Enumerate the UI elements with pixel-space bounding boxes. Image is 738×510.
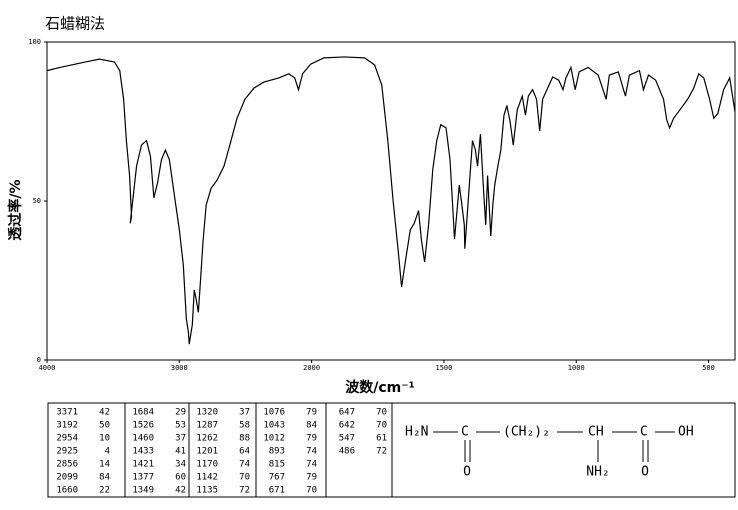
peak-wavenumber: 1377: [132, 473, 154, 483]
peak-transmittance: 22: [99, 486, 110, 496]
peak-wavenumber: 1349: [132, 486, 154, 496]
x-tick-label: 3000: [171, 364, 188, 372]
peak-wavenumber: 1012: [263, 434, 285, 444]
peak-wavenumber: 1076: [263, 408, 285, 418]
peak-wavenumber: 647: [339, 408, 355, 418]
peak-transmittance: 4: [105, 447, 110, 457]
peak-transmittance: 70: [239, 473, 250, 483]
y-tick-label: 0: [37, 356, 41, 364]
peak-wavenumber: 2099: [56, 473, 78, 483]
peak-transmittance: 42: [99, 408, 110, 418]
peak-wavenumber: 1526: [132, 421, 154, 431]
peak-wavenumber: 2925: [56, 447, 78, 457]
x-axis-label: 波数/cm⁻¹: [345, 379, 415, 396]
peak-transmittance: 10: [99, 434, 110, 444]
peak-transmittance: 84: [99, 473, 110, 483]
peak-transmittance: 84: [306, 421, 317, 431]
peak-transmittance: 50: [99, 421, 110, 431]
structure-label: CH: [588, 425, 604, 440]
peak-wavenumber: 1460: [132, 434, 154, 444]
peak-transmittance: 37: [175, 434, 186, 444]
peak-transmittance: 72: [376, 447, 387, 457]
peak-wavenumber: 1262: [196, 434, 218, 444]
chart-title: 石蜡糊法: [45, 15, 105, 33]
peak-wavenumber: 2856: [56, 460, 78, 470]
peak-transmittance: 70: [306, 486, 317, 496]
peak-transmittance: 37: [239, 408, 250, 418]
peak-transmittance: 72: [239, 486, 250, 496]
peak-wavenumber: 893: [269, 447, 285, 457]
peak-transmittance: 53: [175, 421, 186, 431]
plot-frame: [46, 41, 736, 361]
peak-wavenumber: 1170: [196, 460, 218, 470]
peak-wavenumber: 767: [269, 473, 285, 483]
x-tick-label: 1500: [435, 364, 452, 372]
peak-transmittance: 60: [175, 473, 186, 483]
x-tick-label: 2000: [303, 364, 320, 372]
peak-transmittance: 74: [306, 447, 317, 457]
peak-wavenumber: 1320: [196, 408, 218, 418]
peak-wavenumber: 547: [339, 434, 355, 444]
spectrum-line: [46, 56, 736, 345]
peak-wavenumber: 1043: [263, 421, 285, 431]
y-tick-label: 50: [33, 197, 41, 205]
peak-wavenumber: 815: [269, 460, 285, 470]
peak-transmittance: 74: [306, 460, 317, 470]
peak-transmittance: 41: [175, 447, 186, 457]
peak-transmittance: 79: [306, 473, 317, 483]
structure-label: OH: [678, 425, 694, 440]
peak-transmittance: 29: [175, 408, 186, 418]
peak-wavenumber: 642: [339, 421, 355, 431]
peak-transmittance: 88: [239, 434, 250, 444]
peak-wavenumber: 1201: [196, 447, 218, 457]
peak-wavenumber: 1142: [196, 473, 218, 483]
peak-transmittance: 61: [376, 434, 387, 444]
peak-transmittance: 34: [175, 460, 186, 470]
peak-transmittance: 79: [306, 408, 317, 418]
peak-transmittance: 14: [99, 460, 110, 470]
structure-label: C: [461, 425, 469, 440]
peak-wavenumber: 671: [269, 486, 285, 496]
structure-label: O: [641, 465, 649, 480]
y-tick-label: 100: [28, 38, 41, 46]
peak-transmittance: 70: [376, 421, 387, 431]
structure-label: O: [463, 465, 471, 480]
peak-wavenumber: 1421: [132, 460, 154, 470]
peak-transmittance: 70: [376, 408, 387, 418]
x-tick-label: 4000: [39, 364, 56, 372]
structure: [433, 431, 675, 462]
peak-wavenumber: 1684: [132, 408, 154, 418]
peak-transmittance: 79: [306, 434, 317, 444]
structure-label: C: [640, 425, 648, 440]
structure-label: (CH₂)₂: [503, 425, 550, 440]
peak-wavenumber: 486: [339, 447, 355, 457]
peak-transmittance: 58: [239, 421, 250, 431]
peak-wavenumber: 2954: [56, 434, 78, 444]
peak-wavenumber: 3371: [56, 408, 78, 418]
peak-wavenumber: 1287: [196, 421, 218, 431]
peak-transmittance: 64: [239, 447, 250, 457]
peak-wavenumber: 1433: [132, 447, 154, 457]
peak-transmittance: 42: [175, 486, 186, 496]
y-axis-label: 透过率/%: [7, 179, 24, 240]
peak-wavenumber: 1660: [56, 486, 78, 496]
peak-wavenumber: 3192: [56, 421, 78, 431]
peak-wavenumber: 1135: [196, 486, 218, 496]
structure-label: H₂N: [405, 425, 428, 440]
x-tick-label: 500: [702, 364, 715, 372]
x-tick-label: 1000: [568, 364, 585, 372]
structure-label: NH₂: [586, 465, 609, 480]
peak-transmittance: 74: [239, 460, 250, 470]
